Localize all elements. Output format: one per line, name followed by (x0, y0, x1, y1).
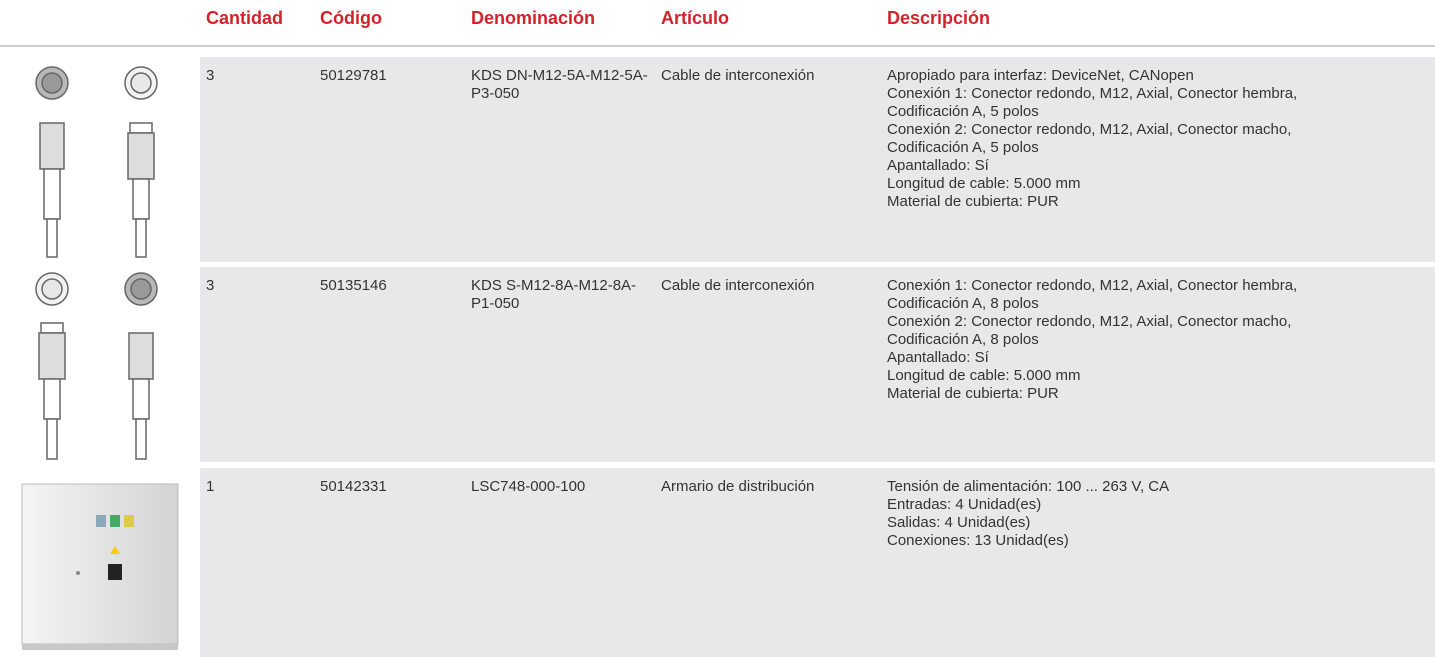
table-row: 1 50142331 LSC748-000-100 Armario de distri… (200, 468, 1435, 657)
column-header: Código (320, 8, 382, 28)
cell-articulo: Armario de distribución (661, 478, 815, 495)
description-line: Conexión 1: Conector redondo, M12, Axial… (887, 277, 1298, 312)
cell-denominacion: KDS DN-M12-5A-M12-5A-P3-050 (471, 67, 648, 102)
description-line: Apropiado para interfaz: DeviceNet, CANo… (887, 67, 1194, 84)
cell-denominacion: KDS S-M12-8A-M12-8A-P1-050 (471, 277, 637, 312)
description-line: Longitud de cable: 5.000 mm (887, 367, 1081, 384)
description-line: Conexión 2: Conector redondo, M12, Axial… (887, 121, 1292, 156)
cell-cantidad: 3 (206, 67, 215, 84)
description-line: Salidas: 4 Unidad(es) (887, 514, 1031, 531)
cell-codigo: 50135146 (320, 277, 387, 294)
cabinet-image (21, 483, 179, 650)
header-rule (0, 45, 1435, 47)
cell-articulo: Cable de interconexión (661, 67, 815, 84)
description-line: Entradas: 4 Unidad(es) (887, 496, 1042, 513)
table-row: 3 50129781 KDS DN-M12-5A-M12-5A-P3-050 Cabl… (200, 57, 1435, 262)
table-row: 3 50135146 KDS S-M12-8A-M12-8A-P1-050 Cable… (200, 267, 1435, 462)
cable-image (35, 272, 158, 460)
cell-cantidad: 3 (206, 277, 215, 294)
column-header: Cantidad (206, 8, 284, 28)
cell-denominacion: LSC748-000-100 (471, 478, 586, 495)
cell-codigo: 50142331 (320, 478, 387, 495)
cell-descripcion: Apropiado para interfaz: DeviceNet, CANo… (887, 67, 1377, 211)
column-header: Artículo (661, 8, 730, 28)
description-line: Apantallado: Sí (887, 349, 989, 366)
description-line: Conexión 1: Conector redondo, M12, Axial… (887, 85, 1298, 120)
cell-cantidad: 1 (206, 478, 215, 495)
description-line: Tensión de alimentación: 100 ... 263 V, … (887, 478, 1170, 495)
column-header: Denominación (471, 8, 596, 28)
description-line: Material de cubierta: PUR (887, 385, 1059, 402)
description-line: Conexiones: 13 Unidad(es) (887, 532, 1069, 549)
column-header: Descripción (887, 8, 991, 28)
cable-image (35, 66, 158, 258)
cell-descripcion: Conexión 1: Conector redondo, M12, Axial… (887, 277, 1377, 403)
cell-articulo: Cable de interconexión (661, 277, 815, 294)
description-line: Conexión 2: Conector redondo, M12, Axial… (887, 313, 1292, 348)
description-line: Longitud de cable: 5.000 mm (887, 175, 1081, 192)
cell-codigo: 50129781 (320, 67, 387, 84)
description-line: Material de cubierta: PUR (887, 193, 1059, 210)
cell-descripcion: Tensión de alimentación: 100 ... 263 V, … (887, 478, 1377, 550)
description-line: Apantallado: Sí (887, 157, 989, 174)
